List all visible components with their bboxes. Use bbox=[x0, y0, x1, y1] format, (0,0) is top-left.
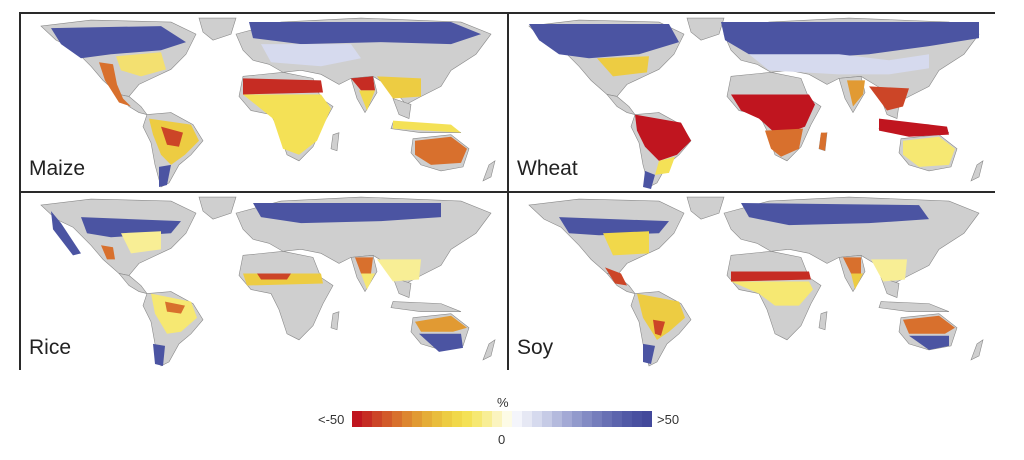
colorbar-swatch bbox=[382, 411, 392, 427]
panel-label-soy: Soy bbox=[517, 336, 554, 359]
colorbar-swatch bbox=[632, 411, 642, 427]
colorbar-swatch bbox=[402, 411, 412, 427]
colorbar-min-label: <-50 bbox=[318, 412, 345, 427]
colorbar-zero-label: 0 bbox=[498, 432, 506, 447]
world-map-maize bbox=[40, 17, 496, 188]
colorbar-legend: % <-50 >50 0 bbox=[0, 395, 1024, 455]
colorbar-swatch bbox=[572, 411, 582, 427]
colorbar-swatch bbox=[412, 411, 422, 427]
colorbar-swatch bbox=[352, 411, 362, 427]
panel-rice: Rice bbox=[21, 193, 507, 370]
colorbar-swatch bbox=[642, 411, 652, 427]
world-map-soy bbox=[528, 196, 984, 367]
panel-wheat: Wheat bbox=[509, 14, 995, 191]
colorbar-swatch bbox=[532, 411, 542, 427]
panel-label-maize: Maize bbox=[29, 157, 86, 180]
colorbar-swatch bbox=[602, 411, 612, 427]
world-map-rice bbox=[40, 196, 496, 367]
colorbar-swatch bbox=[492, 411, 502, 427]
map-figure: Maize Wheat bbox=[19, 12, 995, 370]
colorbar-swatch bbox=[462, 411, 472, 427]
colorbar-swatch bbox=[552, 411, 562, 427]
panel-soy: Soy bbox=[509, 193, 995, 370]
colorbar-swatch bbox=[442, 411, 452, 427]
colorbar-swatch bbox=[432, 411, 442, 427]
colorbar-swatch bbox=[512, 411, 522, 427]
colorbar-swatch bbox=[542, 411, 552, 427]
colorbar-swatch bbox=[622, 411, 632, 427]
panel-divider-horizontal bbox=[21, 191, 993, 193]
colorbar-swatch bbox=[422, 411, 432, 427]
colorbar-swatch bbox=[592, 411, 602, 427]
colorbar-swatch bbox=[482, 411, 492, 427]
colorbar-max-label: >50 bbox=[657, 412, 680, 427]
colorbar-swatch bbox=[372, 411, 382, 427]
colorbar-unit: % bbox=[497, 395, 509, 410]
panel-label-wheat: Wheat bbox=[517, 157, 578, 180]
panel-label-rice: Rice bbox=[29, 336, 72, 359]
colorbar-swatch bbox=[502, 411, 512, 427]
colorbar-swatch bbox=[562, 411, 572, 427]
colorbar-swatch bbox=[612, 411, 622, 427]
colorbar-swatch bbox=[472, 411, 482, 427]
colorbar-swatch bbox=[452, 411, 462, 427]
colorbar bbox=[352, 411, 652, 427]
colorbar-swatch bbox=[362, 411, 372, 427]
panel-maize: Maize bbox=[21, 14, 507, 191]
colorbar-swatch bbox=[522, 411, 532, 427]
colorbar-swatch bbox=[392, 411, 402, 427]
colorbar-swatch bbox=[582, 411, 592, 427]
world-map-wheat bbox=[528, 17, 984, 189]
